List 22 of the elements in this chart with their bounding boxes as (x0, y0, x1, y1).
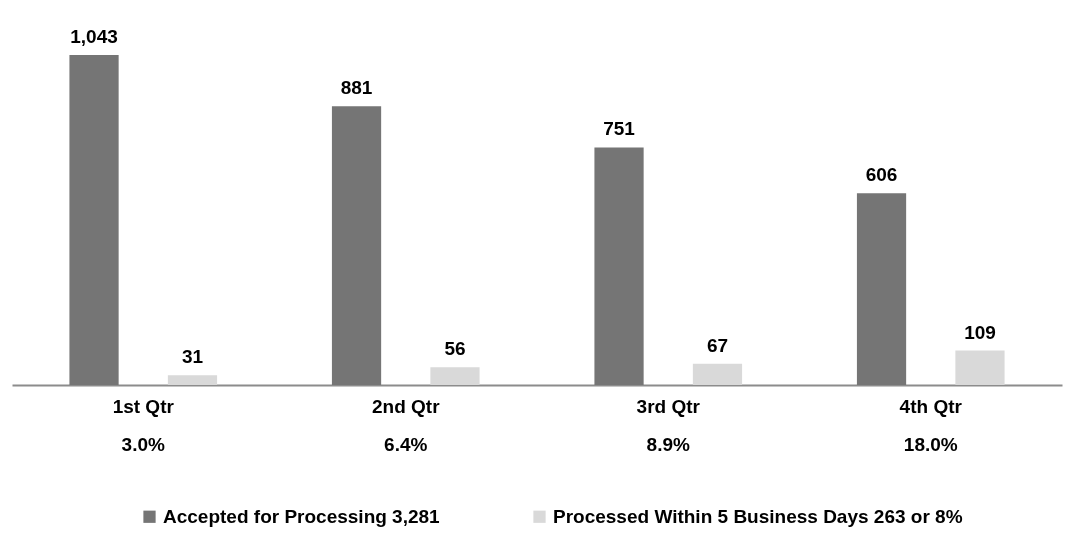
data-label: 56 (444, 338, 466, 360)
data-label: 881 (340, 77, 373, 99)
bar (167, 375, 218, 385)
data-label: 67 (706, 334, 729, 356)
data-label: 751 (603, 118, 636, 140)
legend-label: Accepted for Processing 3,281 (163, 505, 441, 527)
data-label: 109 (964, 321, 996, 343)
bar (331, 106, 382, 385)
bar (69, 55, 119, 385)
data-label: 1,043 (70, 26, 118, 47)
x-tick-label: 3rd Qtr 8.9% (636, 395, 701, 455)
bar (430, 367, 480, 385)
bar (955, 350, 1005, 385)
data-label: 31 (181, 346, 204, 368)
x-tick-label: 4th Qtr 18.0% (899, 395, 963, 455)
x-tick-label: 1st Qtr 3.0% (112, 395, 175, 455)
legend-label: Processed Within 5 Business Days 263 or 8% (553, 505, 963, 527)
x-tick-label: 2nd Qtr 6.4% (371, 395, 441, 455)
bar (692, 363, 743, 385)
bar (594, 147, 644, 385)
bar (856, 193, 907, 385)
data-label: 606 (865, 164, 898, 186)
